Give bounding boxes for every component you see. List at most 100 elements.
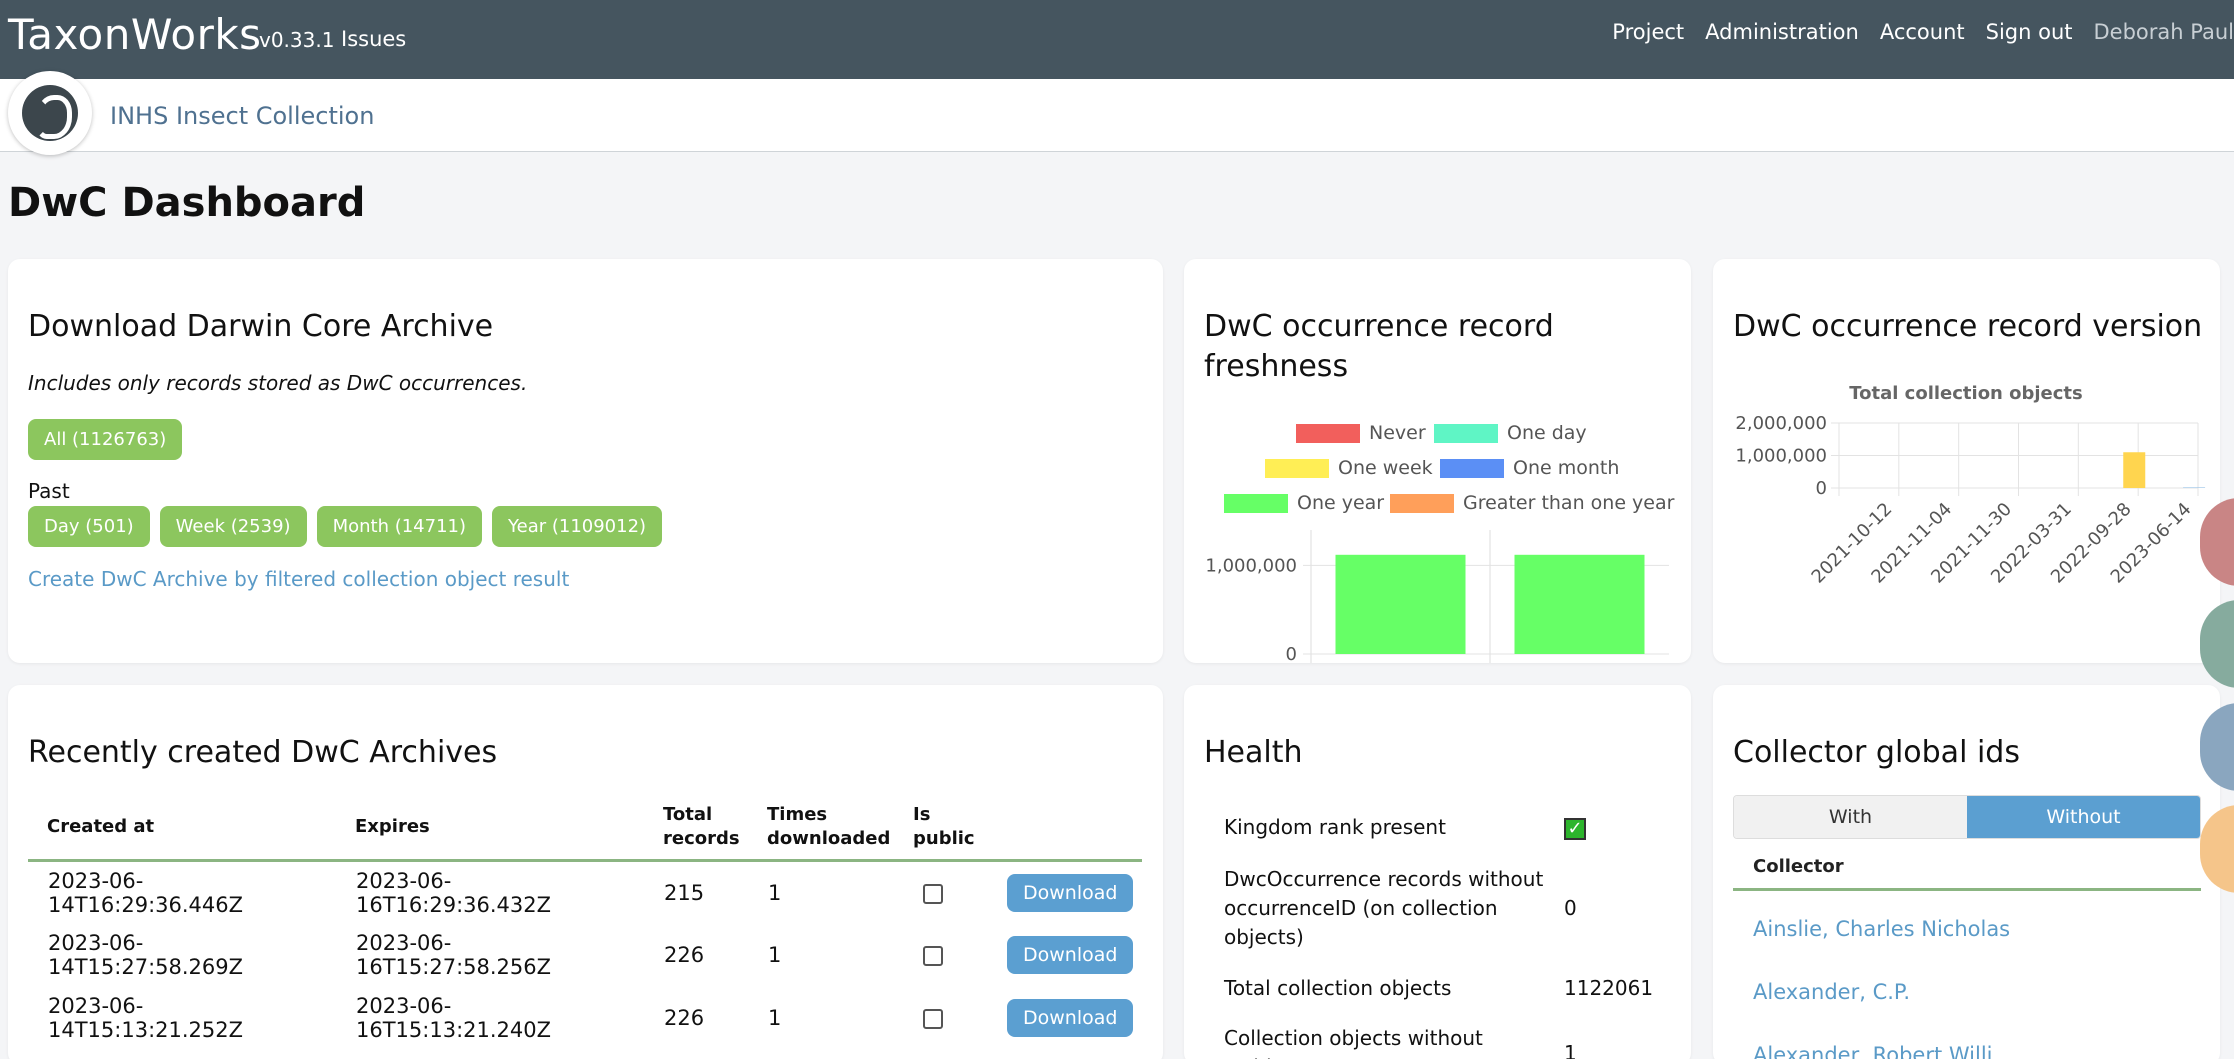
download-card-title: Download Darwin Core Archive bbox=[28, 309, 494, 344]
filtered-archive-link[interactable]: Create DwC Archive by filtered collectio… bbox=[28, 567, 570, 591]
health-label: Total collection objects bbox=[1224, 975, 1452, 1000]
current-user[interactable]: Deborah Paul bbox=[2093, 20, 2234, 44]
collector-card: Collector global ids With Without Collec… bbox=[1713, 685, 2220, 1059]
legend-greater-than-one-year[interactable]: Greater than one year bbox=[1390, 492, 1674, 514]
health-label: DwcOccurrence records without occurrence… bbox=[1224, 867, 1544, 949]
tab-with[interactable]: With bbox=[1734, 796, 1967, 838]
col-actions bbox=[987, 795, 1142, 862]
legend-label: One year bbox=[1297, 492, 1385, 514]
top-nav: Project Administration Account Sign out … bbox=[1591, 20, 2234, 44]
bar bbox=[1514, 554, 1645, 654]
collector-toggle: With Without bbox=[1733, 795, 2201, 839]
col-total-records[interactable]: Total records bbox=[644, 795, 748, 862]
download-note: Includes only records stored as DwC occu… bbox=[28, 371, 528, 395]
bar bbox=[2123, 452, 2146, 488]
health-value: 0 bbox=[1564, 896, 1577, 920]
table-row: 2023-06-14T15:13:21.252Z 2023-06-16T15:1… bbox=[28, 987, 1142, 1050]
bar bbox=[2183, 487, 2206, 488]
is-public-checkbox[interactable] bbox=[923, 946, 943, 966]
legend-one-month[interactable]: One month bbox=[1440, 457, 1619, 479]
app-logo-text[interactable]: TaxonWorks bbox=[8, 10, 262, 59]
legend-swatch bbox=[1440, 458, 1504, 478]
legend-label: One week bbox=[1338, 457, 1433, 479]
health-table: Kingdom rank present ✓ DwcOccurrence rec… bbox=[1204, 795, 1672, 1059]
legend-never[interactable]: Never bbox=[1296, 422, 1426, 444]
collector-list: Ainslie, Charles Nicholas Alexander, C.P… bbox=[1753, 917, 2013, 1059]
health-label: Collection objects without UUids bbox=[1224, 1026, 1483, 1059]
archives-card-title: Recently created DwC Archives bbox=[28, 735, 498, 770]
project-bar: INHS Insect Collection bbox=[0, 71, 2234, 155]
download-button[interactable]: Download bbox=[1007, 999, 1134, 1037]
table-row: 2023-06-14T16:29:36.446Z 2023-06-16T16:2… bbox=[28, 861, 1142, 924]
times-downloaded-cell: 1 bbox=[768, 1006, 782, 1030]
list-item[interactable]: Alexander, C.P. bbox=[1753, 980, 1910, 1004]
download-card: Download Darwin Core Archive Includes on… bbox=[8, 259, 1163, 663]
download-all-button[interactable]: All (1126763) bbox=[28, 419, 183, 460]
health-value: 1 bbox=[1564, 1040, 1577, 1059]
created-at-cell: 2023-06-14T15:13:21.252Z bbox=[48, 994, 244, 1042]
tab-without[interactable]: Without bbox=[1967, 796, 2200, 838]
expires-cell: 2023-06-16T15:27:58.256Z bbox=[356, 931, 552, 979]
nav-administration[interactable]: Administration bbox=[1705, 20, 1859, 44]
nav-sign-out[interactable]: Sign out bbox=[1985, 20, 2073, 44]
created-at-cell: 2023-06-14T15:27:58.269Z bbox=[48, 931, 244, 979]
archives-table: Created at Expires Total records Times dow… bbox=[28, 795, 1142, 1050]
legend-label: Never bbox=[1369, 422, 1426, 444]
version-card: DwC occurrence record version Total coll… bbox=[1713, 259, 2220, 663]
download-month-button[interactable]: Month (14711) bbox=[316, 506, 483, 547]
check-icon: ✓ bbox=[1564, 817, 1586, 840]
legend-label: Greater than one year bbox=[1463, 492, 1675, 514]
legend-one-week[interactable]: One week bbox=[1265, 457, 1433, 479]
collector-column-header[interactable]: Collector bbox=[1733, 839, 2201, 891]
col-created-at[interactable]: Created at bbox=[28, 795, 336, 862]
total-records-cell: 226 bbox=[664, 943, 705, 967]
list-item[interactable]: Alexander, Robert Willi... bbox=[1753, 1043, 2013, 1059]
project-logo[interactable] bbox=[8, 71, 92, 155]
is-public-checkbox[interactable] bbox=[923, 1009, 943, 1029]
issues-link[interactable]: Issues bbox=[341, 27, 407, 51]
y-tick-label: 1,000,000 bbox=[1735, 446, 1827, 467]
y-tick-label: 0 bbox=[1286, 644, 1297, 663]
freshness-card: DwC occurrence record freshness Never On… bbox=[1184, 259, 1691, 663]
nav-account[interactable]: Account bbox=[1879, 20, 1965, 44]
expires-cell: 2023-06-16T16:29:36.432Z bbox=[356, 868, 552, 917]
collector-card-title: Collector global ids bbox=[1733, 735, 2020, 770]
list-item[interactable]: Ainslie, Charles Nicholas bbox=[1753, 917, 2011, 941]
legend-one-day[interactable]: One day bbox=[1434, 422, 1587, 444]
health-value: 1122061 bbox=[1564, 975, 1654, 1000]
legend-label: One month bbox=[1513, 457, 1620, 479]
col-is-public[interactable]: Is public bbox=[894, 795, 987, 862]
is-public-checkbox[interactable] bbox=[923, 883, 943, 904]
app-version: v0.33.1 bbox=[259, 28, 335, 52]
total-records-cell: 215 bbox=[664, 880, 705, 905]
archives-header-row: Created at Expires Total records Times dow… bbox=[28, 795, 1142, 862]
health-label: Kingdom rank present bbox=[1224, 814, 1446, 839]
y-tick-label: 2,000,000 bbox=[1735, 413, 1827, 434]
health-card: Health Kingdom rank present ✓ DwcOccurre… bbox=[1184, 685, 1691, 1059]
legend-swatch bbox=[1265, 458, 1329, 478]
download-button[interactable]: Download bbox=[1007, 873, 1134, 912]
chart-title: Total collection objects bbox=[1849, 383, 2083, 404]
freshness-chart: 01,000,000IndexCollection objects bbox=[1205, 530, 1669, 663]
legend-swatch bbox=[1434, 423, 1498, 443]
nav-project[interactable]: Project bbox=[1612, 20, 1685, 44]
archives-card: Recently created DwC Archives Created at… bbox=[8, 685, 1163, 1059]
legend-one-year[interactable]: One year bbox=[1224, 492, 1384, 514]
expires-cell: 2023-06-16T15:13:21.240Z bbox=[356, 994, 552, 1042]
col-times-downloaded[interactable]: Times downloaded bbox=[748, 795, 894, 862]
times-downloaded-cell: 1 bbox=[768, 943, 782, 967]
col-expires[interactable]: Expires bbox=[336, 795, 644, 862]
project-name[interactable]: INHS Insect Collection bbox=[110, 102, 375, 130]
table-row: DwcOccurrence records without occurrence… bbox=[1204, 859, 1672, 958]
download-button[interactable]: Download bbox=[1007, 936, 1134, 974]
past-label: Past bbox=[28, 479, 70, 503]
freshness-card-title: DwC occurrence record freshness bbox=[1204, 309, 1554, 384]
download-year-button[interactable]: Year (1109012) bbox=[492, 506, 663, 547]
y-tick-label: 1,000,000 bbox=[1205, 555, 1297, 576]
download-day-button[interactable]: Day (501) bbox=[28, 506, 150, 547]
y-tick-label: 0 bbox=[1816, 478, 1827, 499]
download-week-button[interactable]: Week (2539) bbox=[159, 506, 307, 547]
table-row: 2023-06-14T15:27:58.269Z 2023-06-16T15:2… bbox=[28, 924, 1142, 987]
bar bbox=[1335, 554, 1466, 654]
version-card-title: DwC occurrence record version bbox=[1733, 309, 2203, 344]
